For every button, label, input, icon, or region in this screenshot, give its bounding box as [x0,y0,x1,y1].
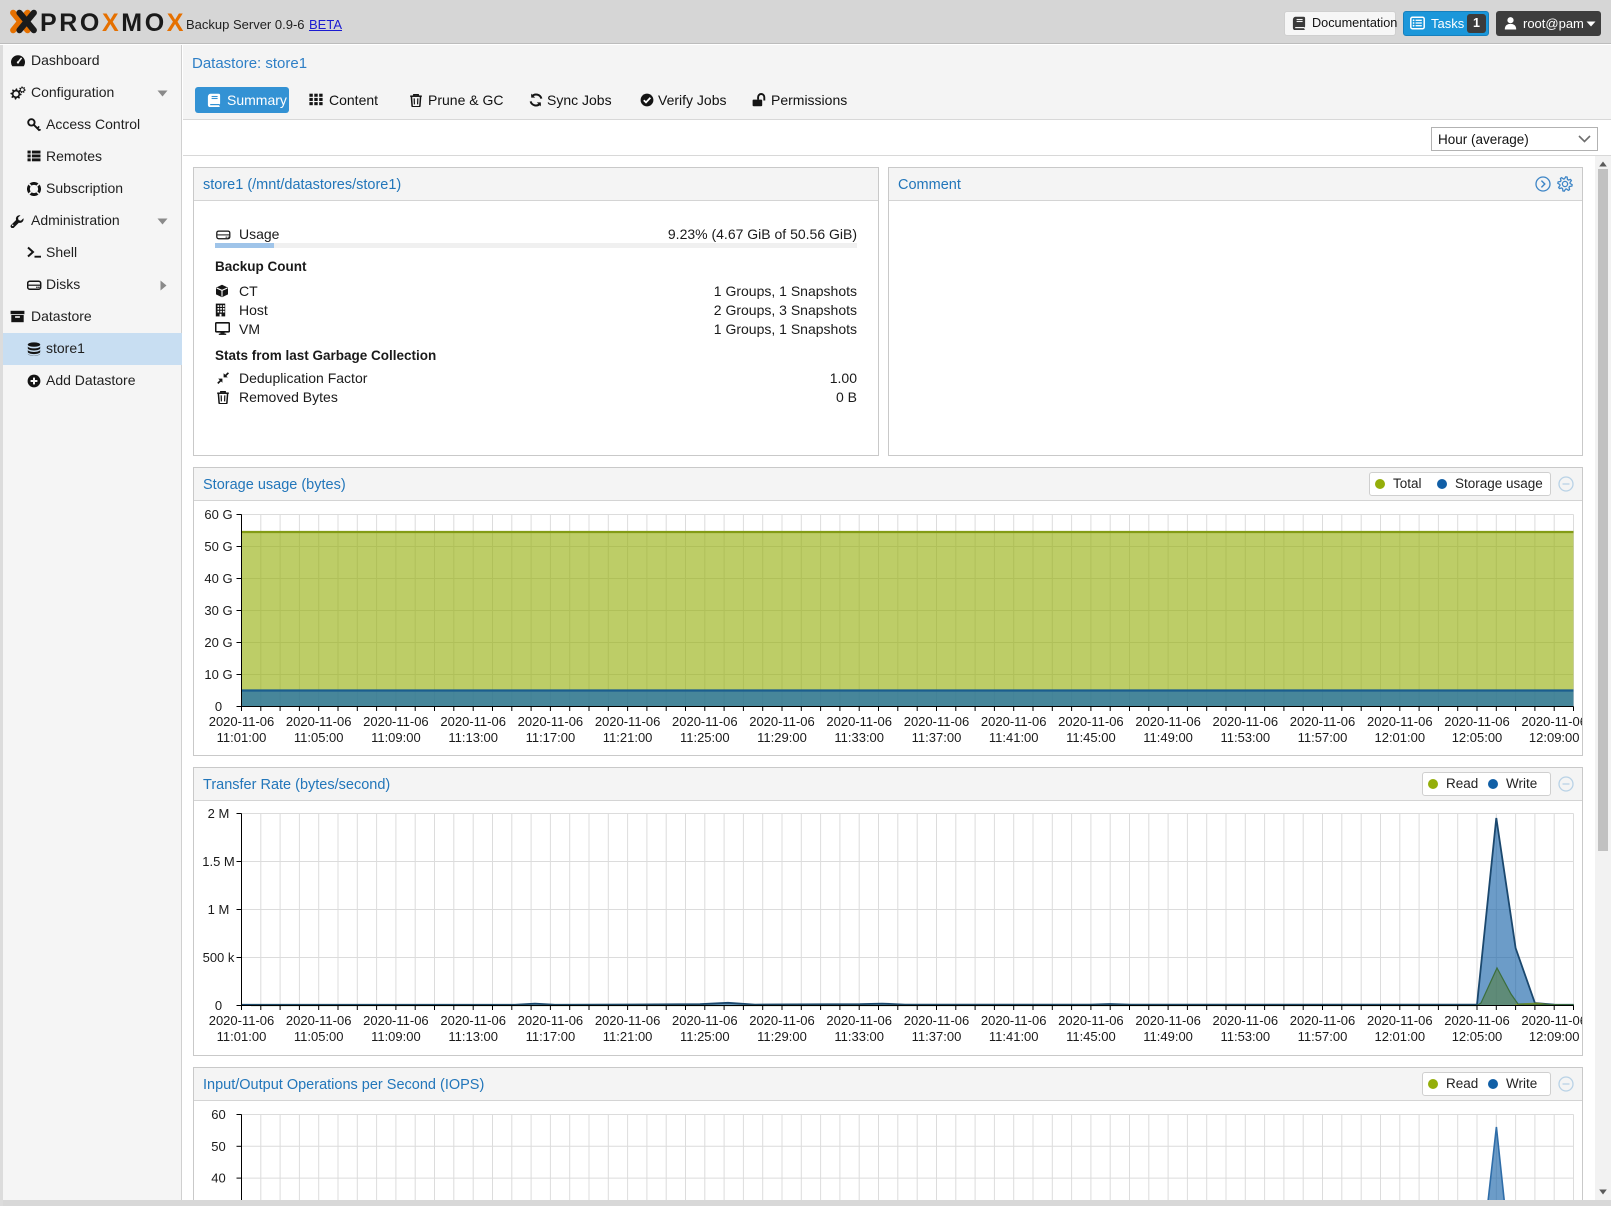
svg-text:2020-11-06: 2020-11-06 [749,1013,815,1028]
svg-text:30 G: 30 G [204,603,232,618]
svg-text:11:53:00: 11:53:00 [1220,730,1270,745]
svg-text:60: 60 [211,1107,225,1122]
svg-text:11:33:00: 11:33:00 [834,1029,884,1044]
svg-text:12:09:00: 12:09:00 [1529,730,1580,745]
svg-text:11:09:00: 11:09:00 [371,1029,421,1044]
svg-text:11:29:00: 11:29:00 [757,1029,807,1044]
svg-text:2020-11-06: 2020-11-06 [981,714,1047,729]
svg-text:2020-11-06: 2020-11-06 [904,1013,970,1028]
svg-text:0: 0 [215,998,222,1013]
svg-text:2020-11-06: 2020-11-06 [209,714,275,729]
svg-text:11:37:00: 11:37:00 [912,1029,962,1044]
svg-text:2020-11-06: 2020-11-06 [440,1013,506,1028]
svg-text:20 G: 20 G [204,635,232,650]
svg-text:1.5 M: 1.5 M [202,854,235,869]
svg-text:2020-11-06: 2020-11-06 [749,714,815,729]
svg-text:2020-11-06: 2020-11-06 [1213,1013,1279,1028]
svg-text:2020-11-06: 2020-11-06 [1290,1013,1356,1028]
svg-text:2020-11-06: 2020-11-06 [672,1013,738,1028]
svg-text:2020-11-06: 2020-11-06 [1444,714,1510,729]
svg-text:11:21:00: 11:21:00 [603,1029,653,1044]
svg-text:2020-11-06: 2020-11-06 [518,1013,584,1028]
svg-text:2020-11-06: 2020-11-06 [286,714,352,729]
svg-text:12:01:00: 12:01:00 [1374,730,1425,745]
svg-text:11:09:00: 11:09:00 [371,730,421,745]
svg-text:40 G: 40 G [204,571,232,586]
svg-text:2020-11-06: 2020-11-06 [1290,714,1356,729]
svg-text:40: 40 [211,1171,225,1186]
svg-text:2020-11-06: 2020-11-06 [440,714,506,729]
svg-text:50: 50 [211,1139,225,1154]
svg-text:2020-11-06: 2020-11-06 [209,1013,275,1028]
svg-text:2020-11-06: 2020-11-06 [672,714,738,729]
svg-text:0: 0 [215,699,222,714]
svg-text:11:33:00: 11:33:00 [834,730,884,745]
svg-text:11:57:00: 11:57:00 [1298,730,1348,745]
svg-text:11:25:00: 11:25:00 [680,730,730,745]
svg-text:2020-11-06: 2020-11-06 [1135,1013,1201,1028]
svg-text:11:01:00: 11:01:00 [217,730,267,745]
svg-text:11:41:00: 11:41:00 [989,730,1039,745]
svg-text:11:17:00: 11:17:00 [526,1029,576,1044]
svg-text:11:53:00: 11:53:00 [1220,1029,1270,1044]
svg-text:11:13:00: 11:13:00 [448,730,498,745]
svg-text:2020-11-06: 2020-11-06 [1367,714,1433,729]
svg-text:2020-11-06: 2020-11-06 [595,714,661,729]
svg-text:12:05:00: 12:05:00 [1452,730,1503,745]
svg-text:60 G: 60 G [204,507,232,522]
svg-text:2020-11-06: 2020-11-06 [1058,714,1124,729]
svg-text:2020-11-06: 2020-11-06 [363,1013,429,1028]
svg-text:2020-11-06: 2020-11-06 [826,1013,892,1028]
svg-text:50 G: 50 G [204,539,232,554]
svg-text:11:41:00: 11:41:00 [989,1029,1039,1044]
svg-text:2020-11-06: 2020-11-06 [363,714,429,729]
svg-text:2 M: 2 M [208,806,230,821]
svg-text:2020-11-06: 2020-11-06 [595,1013,661,1028]
svg-text:2020-11-06: 2020-11-06 [1135,714,1201,729]
svg-text:11:45:00: 11:45:00 [1066,730,1116,745]
svg-text:2020-11-06: 2020-11-06 [1058,1013,1124,1028]
svg-text:11:17:00: 11:17:00 [526,730,576,745]
svg-text:12:09:00: 12:09:00 [1529,1029,1580,1044]
svg-text:12:05:00: 12:05:00 [1452,1029,1503,1044]
svg-text:2020-11-06: 2020-11-06 [286,1013,352,1028]
svg-text:1 M: 1 M [208,902,230,917]
svg-text:500 k: 500 k [203,950,235,965]
svg-text:2020-11-06: 2020-11-06 [1213,714,1279,729]
svg-text:11:45:00: 11:45:00 [1066,1029,1116,1044]
svg-text:2020-11-06: 2020-11-06 [981,1013,1047,1028]
svg-text:2020-11-06: 2020-11-06 [826,714,892,729]
svg-text:11:25:00: 11:25:00 [680,1029,730,1044]
svg-text:11:49:00: 11:49:00 [1143,1029,1193,1044]
svg-text:10 G: 10 G [204,667,232,682]
svg-text:11:01:00: 11:01:00 [217,1029,267,1044]
svg-text:2020-11-06: 2020-11-06 [1521,714,1582,729]
svg-text:11:57:00: 11:57:00 [1298,1029,1348,1044]
svg-text:11:05:00: 11:05:00 [294,1029,344,1044]
svg-text:11:49:00: 11:49:00 [1143,730,1193,745]
svg-text:11:29:00: 11:29:00 [757,730,807,745]
svg-text:11:05:00: 11:05:00 [294,730,344,745]
svg-text:11:13:00: 11:13:00 [448,1029,498,1044]
svg-text:11:37:00: 11:37:00 [912,730,962,745]
svg-text:2020-11-06: 2020-11-06 [1444,1013,1510,1028]
svg-text:2020-11-06: 2020-11-06 [1521,1013,1582,1028]
svg-text:11:21:00: 11:21:00 [603,730,653,745]
svg-text:2020-11-06: 2020-11-06 [904,714,970,729]
svg-text:2020-11-06: 2020-11-06 [518,714,584,729]
svg-text:12:01:00: 12:01:00 [1374,1029,1425,1044]
svg-text:2020-11-06: 2020-11-06 [1367,1013,1433,1028]
